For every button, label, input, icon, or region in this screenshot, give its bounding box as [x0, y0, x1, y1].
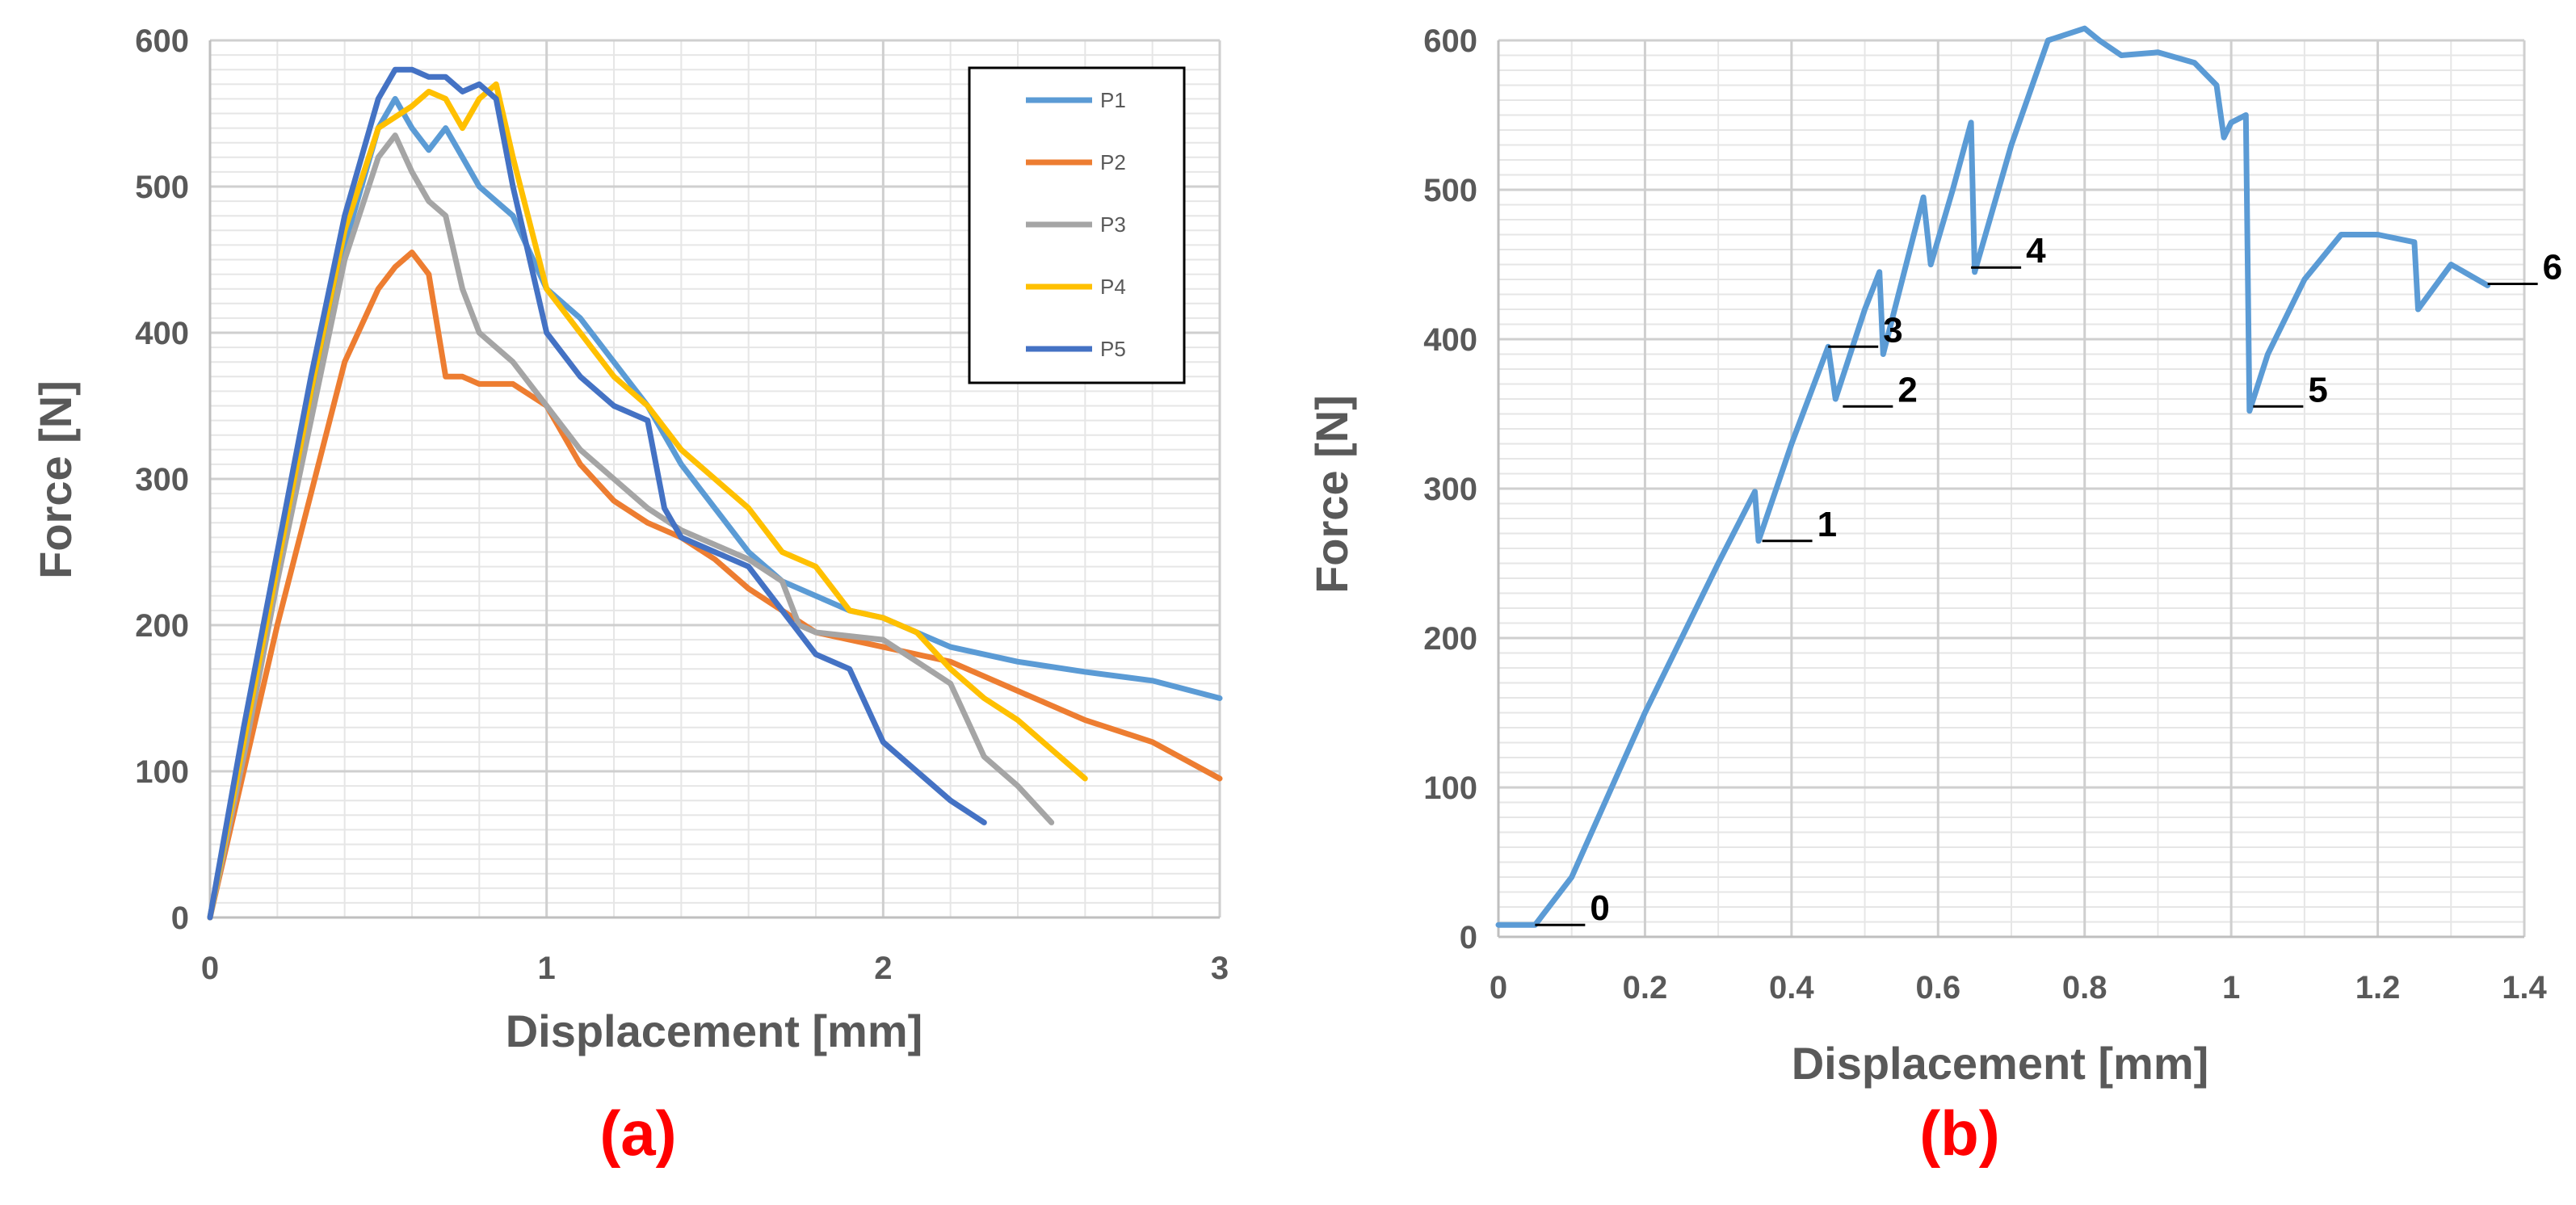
legend-entries: P1 P2 P3 P4 P5: [1026, 88, 1126, 361]
chart-b-ylabel: Force [N]: [1306, 395, 1357, 594]
chart-b: 0 100 200 300 400 500 600 0 0.2 0.4 0.6 0.8 1 1.2 1.4…: [1306, 23, 2562, 1169]
x-tick-label: 0.8: [2062, 970, 2107, 1006]
chart-b-xlabel: Displacement [mm]: [1792, 1038, 2209, 1089]
y-tick-label: 600: [135, 23, 189, 59]
legend-label: P1: [1100, 88, 1126, 112]
chart-a: 0 100 200 300 400 500 600 0 1 2 3 Displacement [m…: [30, 23, 1229, 1169]
chart-a-series: [207, 66, 1223, 921]
chart-a-legend: P1 P2 P3 P4 P5: [968, 66, 1186, 384]
chart-a-panel-label: (a): [599, 1098, 676, 1169]
chart-b-annotations: 0 1 2 3 4 5 6: [1535, 231, 2562, 928]
chart-b-panel-label: (b): [1919, 1098, 2000, 1169]
y-tick-label: 400: [135, 316, 189, 351]
annotation-label: 1: [1817, 505, 1837, 544]
chart-b-series: [1495, 25, 2491, 928]
chart-b-grid: [1497, 39, 2526, 938]
x-tick-label: 1.2: [2355, 970, 2401, 1006]
series-line-p4: [207, 81, 1088, 921]
x-tick-label: 0.2: [1623, 970, 1668, 1006]
chart-b-xticks: 0 0.2 0.4 0.6 0.8 1 1.2 1.4: [1490, 970, 2548, 1006]
chart-a-xticks: 0 1 2 3: [201, 951, 1229, 986]
x-tick-label: 3: [1211, 951, 1229, 986]
series-line-force-displacement: [1495, 25, 2491, 928]
annotation-label: 6: [2543, 248, 2562, 288]
x-tick-label: 0: [1490, 970, 1507, 1006]
y-tick-label: 300: [135, 462, 189, 498]
annotation-label: 4: [2026, 231, 2046, 271]
y-tick-label: 100: [135, 754, 189, 790]
y-tick-label: 200: [135, 608, 189, 644]
y-tick-label: 0: [171, 901, 189, 936]
chart-b-axes: [1497, 40, 2524, 938]
y-tick-label: 500: [1423, 173, 1477, 208]
legend-label: P4: [1100, 275, 1126, 299]
x-tick-label: 0: [201, 951, 219, 986]
x-tick-label: 1: [538, 951, 556, 986]
annotation-label: 2: [1897, 370, 1917, 409]
chart-a-xlabel: Displacement [mm]: [506, 1006, 923, 1056]
y-tick-label: 600: [1423, 23, 1477, 59]
x-tick-label: 1.4: [2502, 970, 2547, 1006]
x-tick-label: 2: [874, 951, 892, 986]
x-tick-label: 0.4: [1769, 970, 1814, 1006]
annotation-label: 0: [1590, 888, 1609, 928]
chart-b-yticks: 0 100 200 300 400 500 600: [1423, 23, 1477, 955]
y-tick-label: 100: [1423, 770, 1477, 806]
chart-a-ylabel: Force [N]: [30, 380, 81, 579]
y-tick-label: 200: [1423, 621, 1477, 657]
legend-label: P3: [1100, 212, 1126, 237]
chart-a-grid: [208, 39, 1221, 919]
y-tick-label: 500: [135, 170, 189, 205]
annotation-label: 5: [2308, 370, 2327, 409]
y-tick-label: 400: [1423, 322, 1477, 358]
legend-label: P5: [1100, 337, 1126, 361]
y-tick-label: 300: [1423, 472, 1477, 507]
annotation-label: 3: [1883, 310, 1902, 350]
series-line-p3: [207, 132, 1055, 921]
chart-a-yticks: 0 100 200 300 400 500 600: [135, 23, 189, 936]
y-tick-label: 0: [1460, 920, 1477, 955]
chart-a-axes: [208, 40, 1220, 919]
x-tick-label: 1: [2222, 970, 2240, 1006]
legend-label: P2: [1100, 150, 1126, 174]
series-line-p5: [207, 66, 987, 921]
x-tick-label: 0.6: [1915, 970, 1960, 1006]
